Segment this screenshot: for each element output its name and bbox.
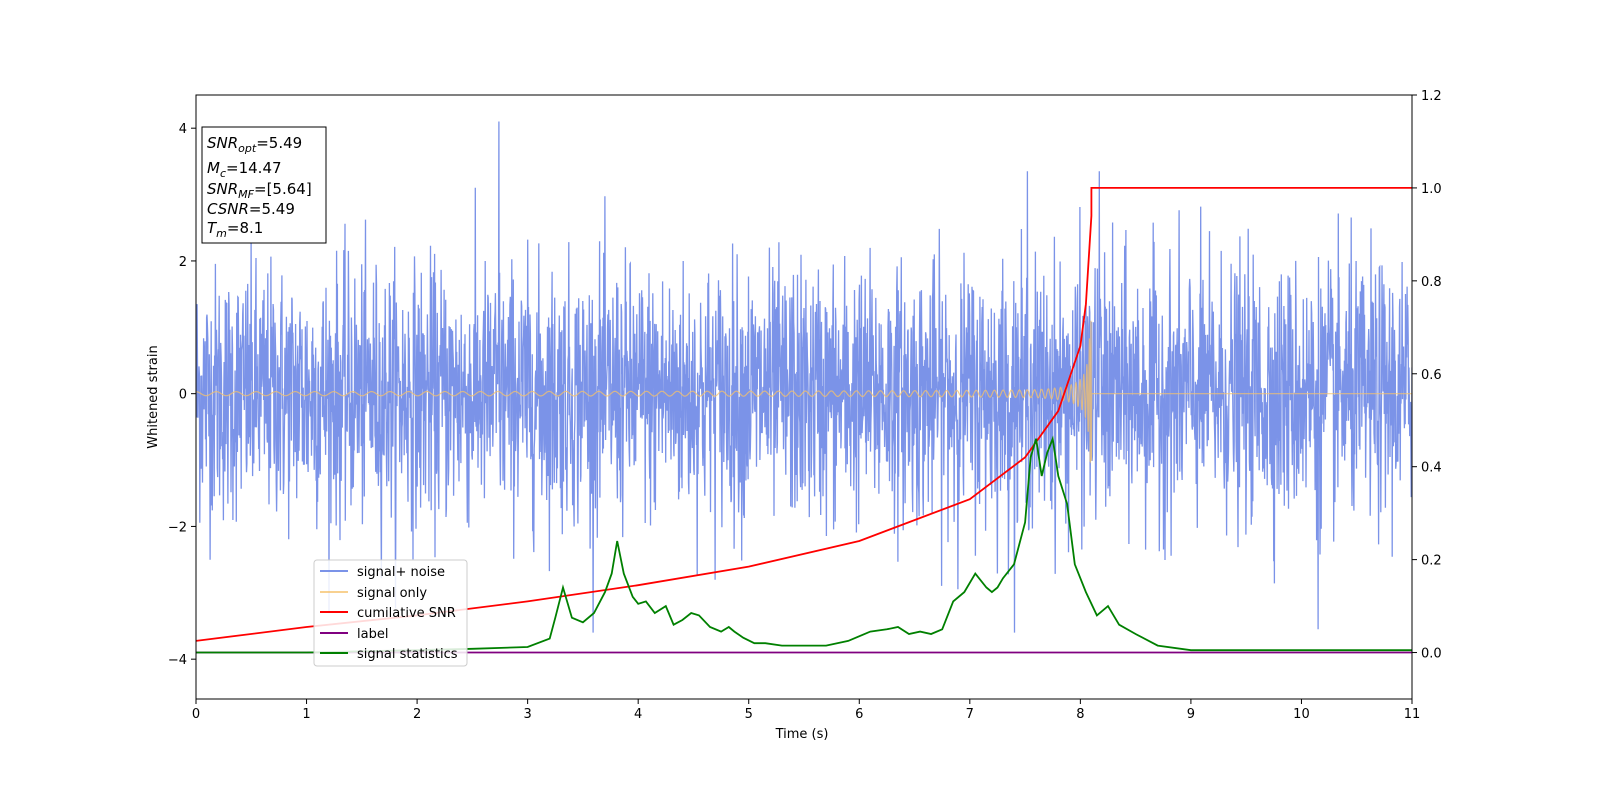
info-line-value: =[5.64] — [254, 180, 312, 198]
info-line: SNRMF=[5.64] — [207, 180, 312, 201]
x-tick-label: 3 — [523, 707, 531, 722]
y-left-tick-label: −4 — [168, 653, 187, 668]
info-line-symbol: CSNR — [207, 200, 249, 218]
legend-entry-label: cumilative SNR — [357, 606, 456, 621]
legend: signal+ noise signal only cumilative SNR la… — [313, 559, 468, 667]
info-line: Tm=8.1 — [207, 219, 263, 240]
info-line: Mc=14.47 — [207, 159, 282, 180]
y-right-tick-label: 0.2 — [1421, 554, 1442, 569]
series-signal-statistics — [196, 435, 1412, 654]
y-axis-label: Whitened strain — [146, 345, 161, 448]
x-tick-label: 2 — [413, 707, 421, 722]
signal-statistics-line — [196, 435, 1412, 654]
plot-frame — [195, 94, 1413, 700]
x-axis: 0 1 2 3 4 5 6 7 8 9 10 11 — [192, 699, 1420, 722]
info-line-symbol: SNR — [207, 180, 238, 198]
info-line-value: =8.1 — [227, 219, 263, 237]
info-box: SNRopt=5.49Mc=14.47SNRMF=[5.64]CSNR=5.49… — [201, 126, 327, 244]
y-axis-left: −4 −2 0 2 4 — [168, 122, 196, 668]
x-tick-label: 5 — [745, 707, 753, 722]
y-left-tick-label: 2 — [179, 255, 187, 270]
y-left-tick-label: 4 — [179, 122, 187, 137]
y-right-tick-label: 0.4 — [1421, 461, 1442, 476]
series-signal-only — [196, 320, 1412, 464]
y-right-tick-label: 1.2 — [1421, 89, 1442, 104]
x-tick-label: 10 — [1293, 707, 1310, 722]
signal-noise-line — [196, 121, 1412, 633]
x-tick-label: 9 — [1187, 707, 1195, 722]
info-box-frame — [201, 126, 327, 244]
legend-entry-label: signal+ noise — [357, 565, 445, 580]
x-tick-label: 0 — [192, 707, 200, 722]
y-right-tick-label: 1.0 — [1421, 182, 1442, 197]
info-line-subscript: opt — [238, 142, 257, 155]
legend-entry-label: signal only — [357, 586, 427, 601]
info-line-symbol: SNR — [207, 134, 238, 152]
x-tick-label: 8 — [1076, 707, 1084, 722]
x-tick-label: 1 — [302, 707, 310, 722]
legend-entry-label: label — [357, 627, 388, 642]
info-line-symbol: T — [207, 219, 218, 237]
y-right-tick-label: 0.8 — [1421, 275, 1442, 290]
y-right-tick-label: 0.0 — [1421, 647, 1442, 662]
y-left-tick-label: 0 — [179, 388, 187, 403]
y-axis-right: 0.0 0.2 0.4 0.6 0.8 1.0 1.2 — [1412, 89, 1442, 662]
x-axis-label: Time (s) — [775, 727, 829, 742]
legend-frame — [313, 559, 468, 667]
info-line-subscript: c — [220, 167, 226, 180]
info-line-value: =14.47 — [226, 159, 282, 177]
info-line-subscript: MF — [238, 188, 254, 201]
signal-only-line — [196, 320, 1412, 464]
legend-entry-label: signal statistics — [357, 647, 458, 662]
x-tick-label: 11 — [1404, 707, 1421, 722]
x-tick-label: 6 — [855, 707, 863, 722]
x-tick-label: 7 — [966, 707, 974, 722]
info-line-value: =5.49 — [256, 134, 302, 152]
y-right-tick-label: 0.6 — [1421, 368, 1442, 383]
y-left-tick-label: −2 — [168, 520, 187, 535]
info-line-subscript: m — [216, 227, 227, 240]
info-line-value: =5.49 — [249, 200, 295, 218]
info-line-symbol: M — [207, 159, 220, 177]
x-tick-label: 4 — [634, 707, 642, 722]
series-signal-plus-noise — [196, 121, 1412, 633]
info-line: SNRopt=5.49 — [207, 134, 302, 155]
info-line: CSNR=5.49 — [207, 200, 295, 218]
